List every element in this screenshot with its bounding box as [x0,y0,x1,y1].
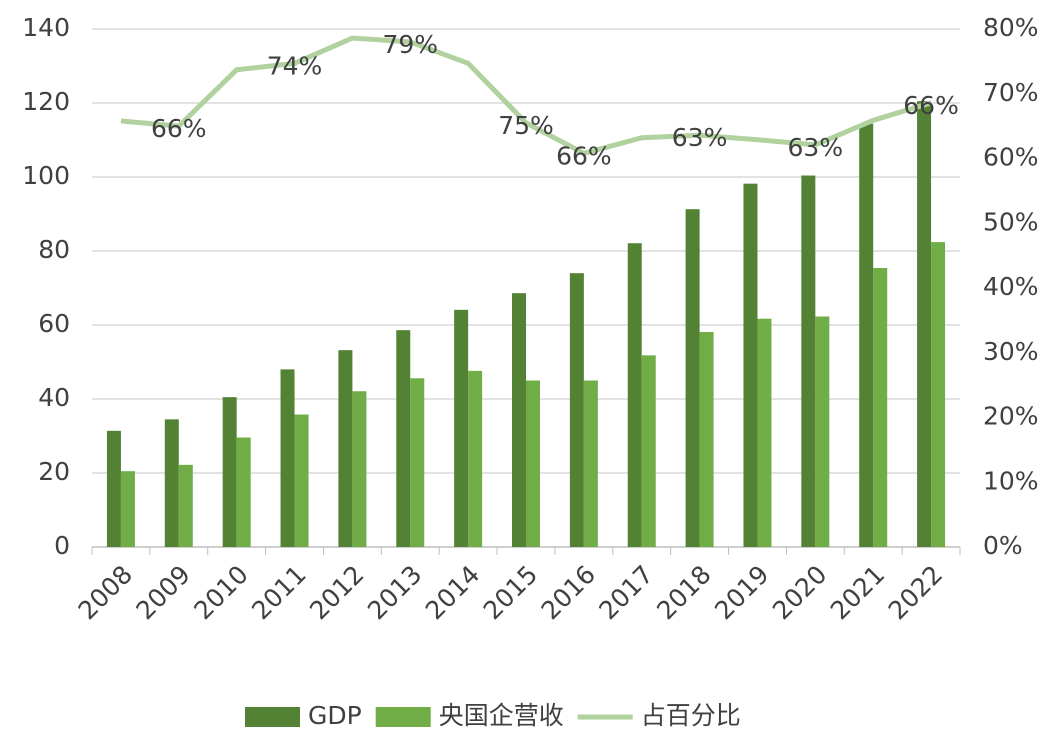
bar [859,123,874,547]
annotation: 66% [151,114,207,143]
annotation: 63% [672,123,728,152]
x-tick-label: 2020 [767,560,832,625]
x-tick-label: 2019 [709,560,774,625]
x-tick-label: 2016 [536,560,601,625]
bar [120,471,135,547]
bar [222,397,237,547]
y-tick-label: 100 [22,161,70,190]
bar [526,380,540,547]
y2-tick-label: 30% [983,337,1039,366]
bar [743,183,758,547]
y-tick-label: 0 [54,531,70,560]
bar [917,101,932,548]
bar [178,464,193,547]
x-tick-label: 2008 [73,560,138,625]
annotation: 66% [903,91,959,120]
x-tick-label: 2011 [246,560,311,625]
legend-swatch [375,707,431,727]
annotation: 74% [267,51,323,80]
legend-label: 占百分比 [641,701,741,730]
legend-label: 央国企营收 [439,701,564,730]
bar [699,332,714,547]
legend-swatch [245,707,300,727]
bar [685,209,700,547]
bar [801,175,816,547]
bar [512,293,526,547]
bar [468,370,483,547]
y-tick-label: 120 [22,87,70,116]
x-tick-label: 2012 [304,560,369,625]
bar [931,242,946,547]
annotation: 66% [556,141,612,170]
x-tick-label: 2010 [188,560,253,625]
annotation: 79% [382,30,438,59]
y2-tick-label: 80% [983,13,1039,42]
bar [815,316,830,547]
x-tick-label: 2021 [825,560,890,625]
y2-tick-label: 40% [983,272,1039,301]
bar [280,369,295,547]
x-tick-label: 2013 [362,560,427,625]
y-tick-label: 20 [38,457,70,486]
bar [454,309,469,547]
bar [410,378,425,547]
legend-label: GDP [308,701,362,730]
y2-tick-label: 0% [983,531,1023,560]
y-tick-label: 60 [38,309,70,338]
y2-tick-label: 70% [983,78,1039,107]
bar [627,243,642,548]
bar [164,419,179,547]
y-tick-label: 40 [38,383,70,412]
x-tick-label: 2014 [420,560,485,625]
x-tick-label: 2022 [883,560,948,625]
bar [236,437,251,547]
y2-tick-label: 10% [983,466,1039,495]
x-tick-label: 2015 [478,560,543,625]
bar [873,268,888,547]
bar [757,318,772,547]
bar [338,350,353,547]
y2-tick-label: 60% [983,143,1039,172]
y-tick-label: 80 [38,235,70,264]
annotation: 63% [788,133,844,162]
y2-tick-label: 50% [983,207,1039,236]
x-tick-label: 2017 [593,560,658,625]
bar [583,380,598,547]
bar [569,273,584,547]
bar [106,430,121,547]
bar [641,355,656,547]
annotation: 75% [498,111,554,140]
y-tick-label: 140 [22,13,70,42]
y2-tick-label: 20% [983,402,1039,431]
bar [294,414,309,547]
x-tick-label: 2018 [651,560,716,625]
line [120,35,932,156]
x-tick-label: 2009 [130,560,195,625]
bar [352,391,367,547]
bar [396,330,411,547]
